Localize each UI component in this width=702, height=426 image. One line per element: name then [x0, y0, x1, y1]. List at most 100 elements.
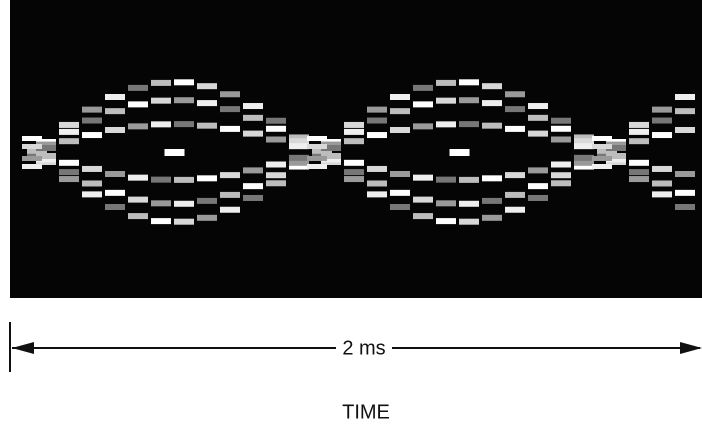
trace-dash — [128, 196, 148, 203]
trace-dash — [652, 117, 672, 124]
trace-dash — [220, 206, 240, 213]
trace-dash — [128, 213, 148, 220]
trace-dash — [59, 121, 79, 128]
trace-dash — [151, 79, 171, 86]
trace-dash — [220, 125, 240, 132]
eye-pattern — [22, 79, 695, 225]
trace-dash — [574, 163, 594, 170]
trace-dash — [344, 121, 364, 128]
trace-dash — [151, 121, 171, 128]
trace-dash — [652, 191, 672, 198]
trace-dash — [528, 103, 548, 110]
trace-dash — [574, 134, 594, 141]
trace-dash — [344, 169, 364, 176]
trace-dash — [197, 83, 217, 90]
trace-dash — [592, 164, 612, 169]
trace-dash — [528, 167, 548, 174]
trace-dash — [436, 218, 456, 225]
trace-dash — [574, 159, 594, 166]
trace-dash — [321, 156, 341, 163]
trace-dash — [367, 180, 387, 187]
trace-dash — [459, 176, 479, 183]
trace-dash — [174, 218, 194, 225]
trace-dash — [436, 176, 456, 183]
trace-dash — [505, 191, 525, 198]
trace-dash — [59, 169, 79, 176]
trace-dash — [436, 97, 456, 104]
trace-dash — [482, 214, 502, 221]
trace-dash — [321, 152, 341, 159]
trace-dash — [606, 141, 626, 148]
trace-dash — [243, 130, 263, 137]
trace-dash — [459, 200, 479, 207]
trace-dash — [675, 93, 695, 100]
trace-dash — [390, 126, 410, 133]
trace-dash — [59, 128, 79, 135]
trace-dash — [675, 108, 695, 115]
trace-dash — [266, 136, 286, 143]
trace-dash — [436, 79, 456, 86]
trace-dash — [436, 200, 456, 207]
trace-dash — [629, 176, 649, 183]
trace-dash — [675, 126, 695, 133]
trace-dash — [243, 114, 263, 121]
trace-dash — [266, 161, 286, 168]
trace-dash — [592, 136, 612, 141]
trace-dash — [390, 108, 410, 115]
trace-dash — [482, 197, 502, 204]
trace-dash — [82, 180, 102, 187]
trace-dash — [151, 200, 171, 207]
trace-dash — [459, 218, 479, 225]
trace-dash — [128, 174, 148, 181]
trace-dash — [459, 79, 479, 86]
trace-dash — [390, 204, 410, 211]
trace-dash — [266, 180, 286, 187]
trace-dash — [551, 161, 571, 168]
trace-dash — [243, 194, 263, 201]
trace-dash — [551, 136, 571, 143]
trace-dash — [59, 138, 79, 145]
trace-dash — [367, 165, 387, 172]
trace-dash — [82, 106, 102, 113]
trace-dash — [413, 213, 433, 220]
trace-dash — [413, 101, 433, 108]
trace-dash — [174, 176, 194, 183]
trace-dash — [390, 93, 410, 100]
trace-dash — [82, 117, 102, 124]
trace-dash — [344, 176, 364, 183]
arrowhead-left — [12, 342, 34, 354]
trace-dash — [197, 214, 217, 221]
trace-dash — [22, 156, 42, 161]
trace-dash — [629, 138, 649, 145]
trace-dash — [505, 206, 525, 213]
trace-dash — [36, 152, 56, 159]
trace-dash — [551, 180, 571, 187]
trace-dash — [344, 128, 364, 135]
trace-dash — [266, 125, 286, 132]
arrowhead-right — [680, 342, 702, 354]
trace-dash — [344, 159, 364, 166]
trace-dash — [390, 189, 410, 196]
trace-dash — [36, 156, 56, 163]
trace-dash — [629, 128, 649, 135]
trace-dash — [105, 171, 125, 178]
trace-dash — [505, 172, 525, 179]
trace-dash — [321, 141, 341, 148]
trace-dash — [551, 117, 571, 124]
trace-dash — [344, 138, 364, 145]
trace-dash — [36, 145, 56, 152]
trace-dash — [220, 106, 240, 113]
trace-dash — [413, 174, 433, 181]
trace-dash — [105, 189, 125, 196]
trace-dash — [321, 145, 341, 152]
trace-dash — [289, 159, 309, 166]
trace-dash — [675, 171, 695, 178]
trace-dash — [289, 143, 309, 150]
trace-dash — [266, 172, 286, 179]
trace-dash — [82, 132, 102, 139]
trace-dash — [128, 84, 148, 91]
trace-dash — [289, 163, 309, 170]
trace-dash — [289, 134, 309, 141]
trace-dash — [197, 175, 217, 182]
